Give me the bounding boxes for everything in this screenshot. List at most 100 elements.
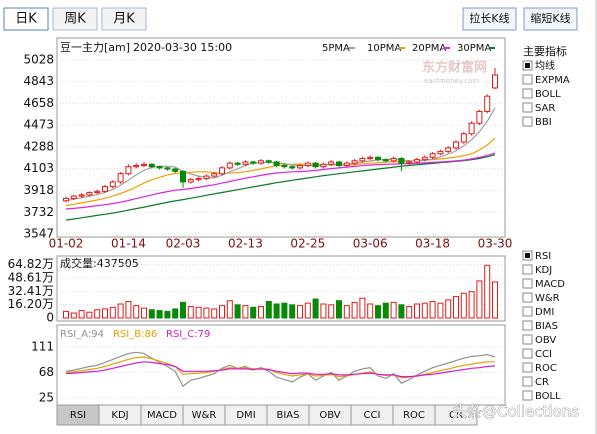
y-tick-label: 32.41万 xyxy=(8,284,54,298)
checkbox-label[interactable]: W&R xyxy=(535,293,560,304)
candle-body xyxy=(109,181,116,188)
moving-average-line xyxy=(65,152,496,210)
volume-bar xyxy=(180,301,186,319)
candle-body xyxy=(484,95,491,112)
bottom-tab-label[interactable]: RSI xyxy=(70,410,86,421)
bottom-tab-label[interactable]: MACD xyxy=(147,410,177,421)
candle-body xyxy=(320,163,327,168)
checkbox[interactable] xyxy=(522,264,533,275)
volume-bar xyxy=(320,303,327,319)
checkbox[interactable] xyxy=(522,334,533,345)
volume-bar xyxy=(359,297,366,319)
period-tab-label[interactable]: 周K xyxy=(64,12,86,27)
checkbox-label[interactable]: ROC xyxy=(535,363,557,374)
checkbox[interactable] xyxy=(522,348,533,359)
volume-bar xyxy=(187,305,194,319)
rsi-line xyxy=(65,351,496,388)
period-tab[interactable] xyxy=(52,7,98,31)
bottom-tab-label[interactable]: KDJ xyxy=(111,410,128,421)
checkbox-label[interactable]: DMI xyxy=(535,307,554,318)
y-tick-label: 0 xyxy=(46,311,54,325)
volume-bar xyxy=(211,308,218,319)
checkbox-check xyxy=(525,63,530,68)
candle-body xyxy=(125,166,132,175)
candle-body xyxy=(312,162,319,168)
checkbox[interactable] xyxy=(522,278,533,289)
checkbox-label[interactable]: CCI xyxy=(535,349,552,360)
volume-bar xyxy=(336,300,342,319)
candle-body xyxy=(70,195,77,199)
checkbox-label[interactable]: CR xyxy=(535,377,549,388)
candle-body xyxy=(250,161,257,164)
bottom-tab-label[interactable]: ROC xyxy=(403,410,425,421)
period-tab[interactable] xyxy=(101,7,147,31)
toolbar-button-label[interactable]: 缩短K线 xyxy=(530,11,570,25)
checkbox-label[interactable]: RSI xyxy=(535,251,551,262)
checkbox[interactable] xyxy=(522,320,533,331)
candle-body xyxy=(63,197,69,202)
bottom-tab-label[interactable]: OBV xyxy=(319,410,340,421)
checkbox[interactable] xyxy=(522,74,533,85)
bottom-tab-label[interactable]: CCI xyxy=(364,410,381,421)
toolbar-button-label[interactable]: 拉长K线 xyxy=(469,11,509,25)
candle-body xyxy=(445,147,452,152)
volume-bar xyxy=(156,310,163,319)
candle-body xyxy=(367,156,374,159)
toolbar-button[interactable] xyxy=(462,7,517,31)
period-tab[interactable] xyxy=(3,7,49,31)
bottom-tab-label[interactable]: CR xyxy=(449,410,463,421)
toolbar-button[interactable] xyxy=(523,7,578,31)
checkbox-label[interactable]: SAR xyxy=(535,103,555,114)
checkbox[interactable] xyxy=(522,292,533,303)
volume-bar xyxy=(429,301,436,319)
candle-body xyxy=(476,110,483,124)
candle-body xyxy=(187,179,194,183)
volume-bar xyxy=(281,302,288,319)
candle-body xyxy=(195,177,202,181)
volume-bar xyxy=(63,310,69,319)
candle-body xyxy=(414,159,420,163)
period-tab-label[interactable]: 月K xyxy=(113,12,135,27)
checkbox-label[interactable]: MACD xyxy=(535,279,565,290)
volume-bar xyxy=(164,310,171,319)
checkbox[interactable] xyxy=(522,306,533,317)
checkbox[interactable] xyxy=(522,88,533,99)
checkbox-check xyxy=(525,253,530,258)
checkbox[interactable] xyxy=(522,362,533,373)
candle-body xyxy=(203,175,210,179)
y-tick-label: 4658 xyxy=(23,96,54,110)
rsi-line xyxy=(65,361,496,378)
y-tick-label: 25 xyxy=(39,391,54,405)
bottom-tab-label[interactable]: DMI xyxy=(236,410,255,421)
checkbox-label[interactable]: KDJ xyxy=(535,265,552,276)
checkbox[interactable] xyxy=(522,376,533,387)
checkbox-label[interactable]: OBV xyxy=(535,335,556,346)
checkbox-label[interactable]: BBI xyxy=(535,117,552,128)
candle-body xyxy=(141,163,147,167)
checkbox-label[interactable]: 均线 xyxy=(535,59,555,72)
checkbox[interactable] xyxy=(522,116,533,127)
checkbox-label[interactable]: BOLL xyxy=(535,391,561,402)
candle-body xyxy=(78,194,85,197)
x-tick-label: 02-13 xyxy=(228,237,263,251)
bottom-tab[interactable] xyxy=(434,404,478,426)
checkbox[interactable] xyxy=(522,390,533,401)
candle-body xyxy=(398,157,405,164)
checkbox-label[interactable]: BIAS xyxy=(535,321,558,332)
legend-label: RSI_A:94 xyxy=(60,329,104,340)
volume-bar xyxy=(492,281,498,319)
y-tick-label: 48.61万 xyxy=(8,270,54,284)
y-tick-label: 16.20万 xyxy=(8,297,54,311)
x-tick-label: 01-14 xyxy=(111,237,146,251)
candle-body xyxy=(102,186,108,192)
x-tick-label: 03-06 xyxy=(353,237,388,251)
candle-body xyxy=(219,167,225,175)
bottom-tab-label[interactable]: BIAS xyxy=(277,410,300,421)
volume-bar xyxy=(414,303,420,319)
bottom-tab-label[interactable]: W&R xyxy=(192,410,217,421)
checkbox[interactable] xyxy=(522,102,533,113)
checkbox-label[interactable]: EXPMA xyxy=(535,75,570,86)
candle-body xyxy=(406,161,413,164)
period-tab-label[interactable]: 日K xyxy=(15,12,37,27)
checkbox-label[interactable]: BOLL xyxy=(535,89,561,100)
